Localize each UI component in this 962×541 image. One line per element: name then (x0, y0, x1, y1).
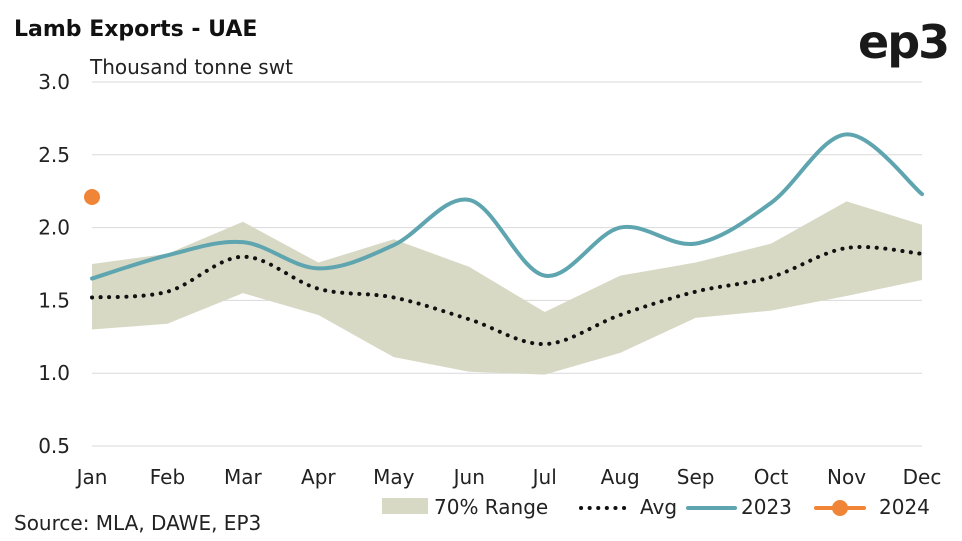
chart-title: Lamb Exports - UAE (14, 17, 257, 42)
legend: 70% Range Avg 2023 2024 (382, 495, 930, 519)
y-tick-label: 0.5 (38, 434, 70, 458)
x-tick-label: Nov (827, 465, 866, 489)
x-tick-label: Jun (452, 465, 485, 489)
y-tick-label: 3.0 (38, 70, 70, 94)
legend-label-2024: 2024 (879, 495, 930, 519)
x-tick-label: Feb (150, 465, 185, 489)
x-tick-label: Apr (301, 465, 336, 489)
x-tick-label: May (373, 465, 415, 489)
legend-marker-2024 (832, 500, 848, 516)
y-tick-label: 2.5 (38, 143, 70, 167)
y-axis-label: Thousand tonne swt (89, 55, 293, 79)
y-tick-label: 2.0 (38, 216, 70, 240)
x-tick-label: Mar (224, 465, 263, 489)
series-avg-line (90, 245, 924, 347)
legend-label-avg: Avg (640, 495, 677, 519)
x-tick-label: Sep (677, 465, 715, 489)
x-tick-label: Oct (754, 465, 789, 489)
x-tick-label: Dec (903, 465, 942, 489)
source-note: Source: MLA, DAWE, EP3 (14, 511, 261, 535)
series-2024-point (84, 189, 100, 206)
y-tick-label: 1.0 (38, 361, 70, 385)
x-tick-label: Jan (75, 465, 108, 489)
x-tick-label: Aug (601, 465, 640, 489)
series-2023-line (90, 132, 924, 281)
ep3-logo: ep3 (858, 15, 948, 69)
legend-label-2023: 2023 (741, 495, 792, 519)
legend-label-range: 70% Range (434, 495, 548, 519)
y-tick-label: 1.5 (38, 288, 70, 312)
x-tick-label: Jul (531, 465, 557, 489)
legend-swatch-range (382, 498, 428, 514)
range-band (92, 201, 922, 375)
